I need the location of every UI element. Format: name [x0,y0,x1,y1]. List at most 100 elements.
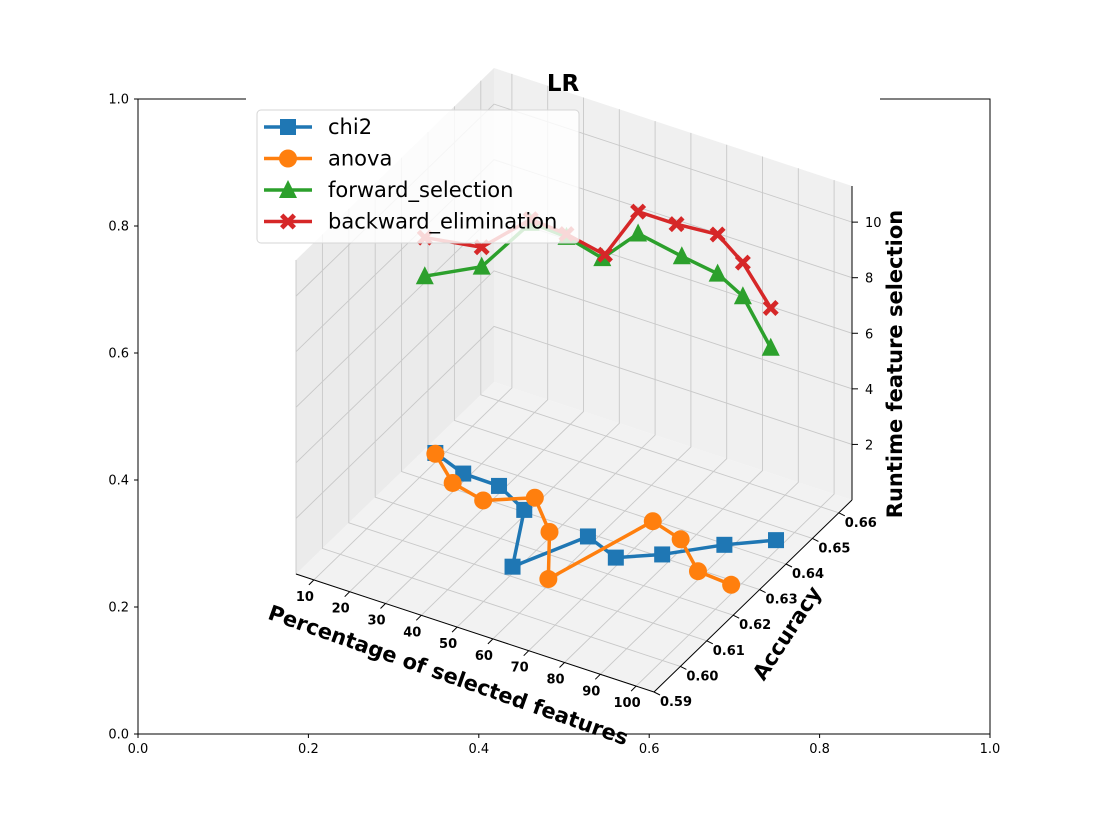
y-tick-mark [759,589,766,594]
y-grid-line [401,157,760,591]
data-point [474,491,493,510]
x-tick-label: 40 [403,625,421,640]
x-grid-line [528,144,728,652]
data-point [709,226,726,243]
data-point [734,254,751,271]
y-grid-line [321,234,681,667]
y-grid-line [348,208,707,642]
data-point [596,246,613,263]
y-axis-line [653,499,853,693]
y-tick-label: 0.63 [766,593,798,608]
x-tick-label: 70 [511,661,529,676]
y-tick-mark [706,640,714,645]
x-grid-line [385,97,584,604]
legend-marker [279,180,297,198]
x-grid-line [635,180,835,687]
data-point [629,223,648,242]
data-point [516,501,533,518]
data-point [716,536,733,553]
x-tick-mark [594,673,601,680]
legend-item: chi2 [264,115,372,139]
data-point [415,266,434,285]
chart-title: LR [547,71,580,97]
outer-x-tick-label: 0.6 [639,742,660,757]
series-layer [415,203,785,594]
data-point [671,530,690,549]
series-anova [426,444,741,594]
x-tick-mark [308,579,315,586]
z-tick-label: 4 [865,383,873,398]
legend: chi2 anova forward_selection backward_elimi… [256,109,580,244]
legend-label: anova [328,147,392,171]
data-point [443,473,462,492]
z-tick-label: 2 [865,438,873,453]
series-line-anova [433,452,732,587]
data-point [672,246,691,265]
y-tick-mark [838,512,846,517]
data-point [762,299,779,316]
y-tick-label: 0.65 [818,541,850,556]
x-tick-label: 100 [614,696,641,711]
outer-y-tick-label: 0.4 [108,474,129,489]
legend-marker [280,119,296,135]
outer-y-tick-label: 0.6 [108,347,129,362]
x-tick-mark [415,614,422,621]
outer-x-tick-label: 0.8 [809,742,830,757]
tick-labels: 10 20 30 40 50 60 70 80 90 100 0.59 0.60 0.61 0.62 0.6… [296,216,882,711]
x-grid-line [599,168,799,675]
y-tick-label: 0.66 [845,516,877,531]
y-tick-mark [785,563,793,568]
y-tick-label: 0.62 [739,618,771,633]
x-grid-line [420,109,620,616]
z-tick-label: 8 [865,272,873,287]
x-tick-mark [487,638,494,645]
data-point [630,203,647,220]
x-tick-label: 50 [439,637,457,652]
outer-y-tick-label: 1.0 [108,93,129,108]
x-axis-line [295,573,655,693]
data-point [654,546,671,563]
x-tick-label: 80 [546,673,564,688]
data-point [472,256,491,275]
data-point [688,562,707,581]
y-tick-mark [680,665,687,670]
z-tick-label: 6 [865,327,873,342]
x-tick-mark [559,662,565,668]
outer-x-tick-label: 0.0 [128,742,149,757]
x-tick-label: 20 [332,602,350,617]
x-grid-line [564,156,763,663]
outer-y-tick-label: 0.8 [108,220,129,235]
outer-y-tick-label: 0.0 [108,728,129,743]
data-point [540,522,559,541]
legend-item: forward_selection [264,178,513,203]
legend-label: forward_selection [328,178,513,203]
data-point [761,337,780,356]
data-point [722,575,741,594]
x-tick-mark [344,591,351,598]
data-point [579,528,596,545]
legend-marker [280,213,296,230]
x-tick-mark [523,650,530,657]
data-point [643,512,662,531]
data-point [491,477,508,494]
axis-lines [295,186,853,693]
y-grid-line [374,183,734,616]
legend-label: chi2 [328,115,372,139]
z-tick-label: 10 [865,216,882,231]
data-point [768,532,785,549]
series-line-forward_selection [424,221,773,349]
outer-y-tick-label: 0.2 [108,601,129,616]
x-tick-label: 30 [367,614,385,629]
legend-item: anova [264,147,392,171]
data-point [607,549,624,566]
x-tick-mark [630,685,637,692]
y-tick-label: 0.60 [686,669,718,684]
legend-label: backward_elimination [328,210,557,235]
z-grid-line [295,325,853,519]
data-point [708,263,727,282]
data-point [668,216,685,233]
legend-marker [279,149,297,168]
z-grid-line [295,270,853,464]
data-point [525,488,544,507]
y-tick-label: 0.61 [713,644,745,659]
